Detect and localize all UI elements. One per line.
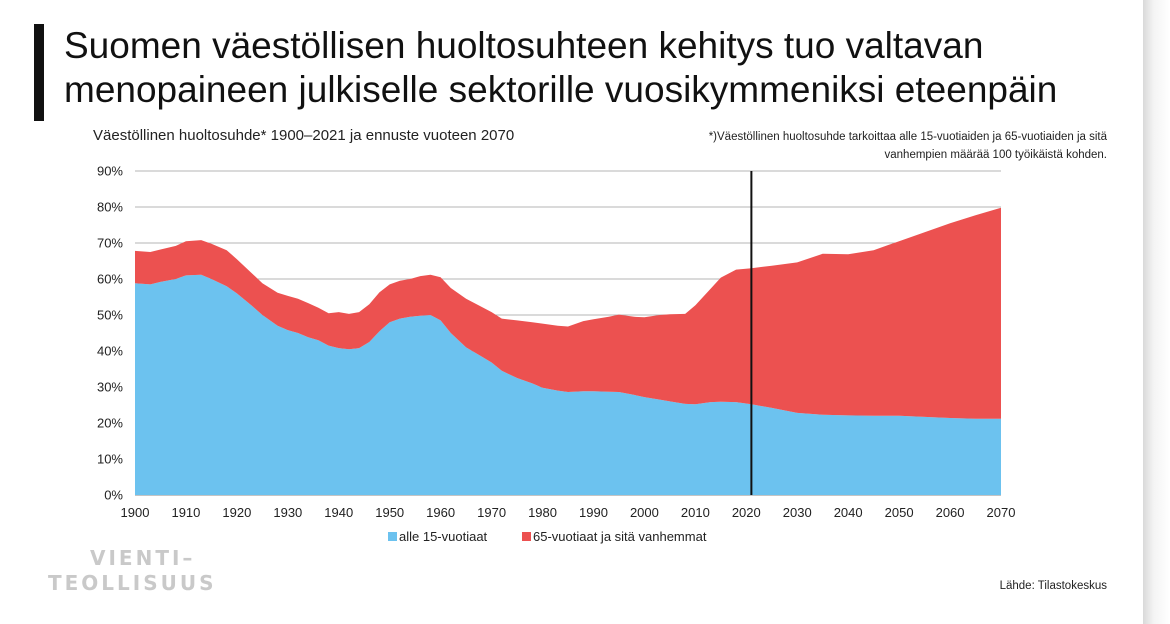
y-tick-label: 40% bbox=[97, 344, 123, 359]
logo-line-1: VIENTI– bbox=[90, 546, 196, 570]
chart-title: Väestöllinen huoltosuhde* 1900–2021 ja e… bbox=[93, 127, 515, 144]
x-tick-label: 1920 bbox=[222, 505, 251, 520]
x-tick-label: 1910 bbox=[171, 505, 200, 520]
x-tick-label: 2060 bbox=[936, 505, 965, 520]
slide: Suomen väestöllisen huoltosuhteen kehity… bbox=[34, 24, 1107, 596]
x-tick-label: 1940 bbox=[324, 505, 353, 520]
x-tick-label: 2050 bbox=[885, 505, 914, 520]
area-series-2 bbox=[135, 207, 1001, 419]
y-tick-label: 20% bbox=[97, 416, 123, 431]
x-tick-label: 2010 bbox=[681, 505, 710, 520]
logo-line-2: TEOLLISUUS bbox=[48, 571, 217, 595]
y-tick-label: 60% bbox=[97, 272, 123, 287]
y-tick-label: 10% bbox=[97, 452, 123, 467]
x-tick-label: 2030 bbox=[783, 505, 812, 520]
dependency-ratio-chart: 0%10%20%30%40%50%60%70%80%90% 1900 1910 19… bbox=[97, 164, 1016, 545]
x-tick-label: 2000 bbox=[630, 505, 659, 520]
legend-label: alle 15-vuotiaat bbox=[399, 529, 488, 544]
x-tick-label: 1970 bbox=[477, 505, 506, 520]
x-tick-label: 1930 bbox=[273, 505, 302, 520]
legend-swatch bbox=[388, 532, 397, 541]
y-tick-label: 50% bbox=[97, 308, 123, 323]
footnote-line-2: vanhempien määrää 100 työikäistä kohden. bbox=[884, 149, 1107, 161]
vientiteollisuus-logo: VIENTI– TEOLLISUUS bbox=[48, 546, 217, 596]
y-tick-label: 80% bbox=[97, 200, 123, 215]
x-tick-label: 2070 bbox=[987, 505, 1016, 520]
legend-swatch bbox=[522, 532, 531, 541]
x-tick-label: 1950 bbox=[375, 505, 404, 520]
title-accent-bar bbox=[34, 24, 44, 121]
y-tick-label: 90% bbox=[97, 164, 123, 179]
footnote-line-1: *)Väestöllinen huoltosuhde tarkoittaa al… bbox=[708, 131, 1107, 143]
x-tick-label: 2020 bbox=[732, 505, 761, 520]
x-tick-label: 2040 bbox=[834, 505, 863, 520]
x-tick-label: 1980 bbox=[528, 505, 557, 520]
page-edge bbox=[1143, 0, 1170, 624]
y-tick-label: 30% bbox=[97, 380, 123, 395]
slide-title: Suomen väestöllisen huoltosuhteen kehity… bbox=[64, 25, 1058, 110]
x-axis-labels: 1900 1910 1920 1930 1940 1950 1960 1970 1980 1990… bbox=[121, 505, 1016, 520]
x-tick-label: 1960 bbox=[426, 505, 455, 520]
source-note: Lähde: Tilastokeskus bbox=[999, 580, 1107, 592]
x-tick-label: 1900 bbox=[121, 505, 150, 520]
y-tick-label: 70% bbox=[97, 236, 123, 251]
y-axis-labels: 0% 10% 20% 30% 40% 50% 60% 70% 80% 90% bbox=[97, 164, 123, 503]
y-tick-label: 0% bbox=[104, 488, 123, 503]
x-tick-label: 1990 bbox=[579, 505, 608, 520]
chart-areas bbox=[135, 207, 1001, 495]
footnote: *)Väestöllinen huoltosuhde tarkoittaa al… bbox=[627, 128, 1107, 164]
chart-legend: alle 15-vuotiaat 65-vuotiaat ja sitä vanh… bbox=[388, 529, 707, 544]
legend-label: 65-vuotiaat ja sitä vanhemmat bbox=[533, 529, 707, 544]
area-series-1 bbox=[135, 274, 1001, 495]
